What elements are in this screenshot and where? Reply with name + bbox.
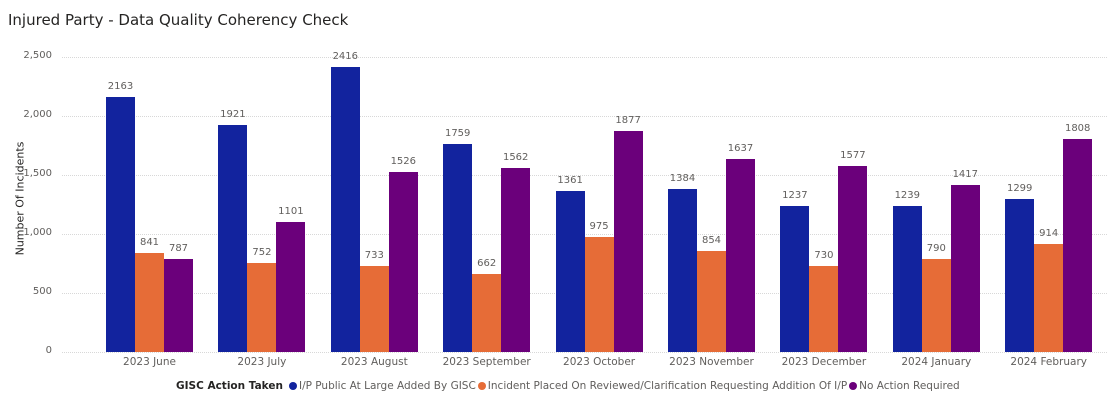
bar[interactable] [950, 184, 980, 352]
y-tick-label: 2,000 [23, 109, 52, 120]
y-tick-label: 0 [45, 345, 52, 356]
x-tick-label: 2023 November [669, 356, 754, 368]
y-tick-label: 1,000 [23, 227, 52, 238]
bar[interactable] [106, 96, 135, 352]
data-label: 975 [589, 220, 609, 232]
data-label: 733 [364, 249, 384, 261]
gridline [62, 57, 1107, 58]
gridline [62, 116, 1107, 117]
data-label: 1237 [782, 190, 808, 202]
x-tick-label: 2024 January [901, 356, 972, 368]
bar[interactable] [164, 259, 193, 352]
data-label: 790 [926, 242, 946, 254]
legend-item-incident-reviewed[interactable]: Incident Placed On Reviewed/Clarificatio… [477, 380, 848, 392]
y-tick-label: 500 [32, 286, 52, 297]
bar[interactable] [838, 165, 868, 352]
data-label: 787 [168, 243, 189, 255]
data-label: 730 [814, 249, 834, 261]
data-label: 914 [1039, 228, 1059, 240]
x-tick-label: 2023 August [340, 356, 408, 368]
data-label: 1384 [669, 172, 696, 184]
gridline [62, 175, 1107, 176]
data-label: 1299 [1006, 182, 1033, 194]
bar[interactable] [726, 158, 755, 352]
legend-item-no-action[interactable]: No Action Required [849, 380, 960, 392]
data-label: 662 [477, 257, 497, 269]
data-label: 1526 [390, 155, 417, 167]
legend-dot-icon [288, 382, 297, 390]
y-tick-label: 1,500 [23, 168, 52, 179]
data-label: 1759 [444, 128, 471, 140]
bar[interactable] [472, 273, 502, 352]
data-label: 1637 [727, 142, 754, 154]
y-tick-label: 2,500 [23, 50, 52, 61]
legend-label: No Action Required [859, 380, 960, 392]
bar[interactable] [809, 265, 839, 352]
data-label: 854 [701, 235, 722, 247]
data-label: 1239 [894, 189, 921, 201]
bar[interactable] [330, 66, 360, 352]
bar[interactable] [501, 167, 531, 352]
data-label: 1361 [557, 175, 583, 187]
data-label: 1577 [840, 149, 866, 161]
data-label: 841 [139, 236, 160, 248]
data-label: 1417 [952, 168, 979, 180]
bar[interactable] [1005, 198, 1035, 352]
bar[interactable] [276, 222, 306, 352]
x-tick-label: 2023 October [563, 356, 636, 368]
x-tick-label: 2024 February [1010, 356, 1087, 368]
bar[interactable] [443, 144, 473, 352]
data-label: 1921 [220, 109, 246, 121]
x-tick-label: 2023 September [442, 356, 531, 368]
chart-title: Injured Party - Data Quality Coherency C… [8, 11, 349, 29]
bar[interactable] [921, 258, 951, 352]
bar[interactable] [359, 265, 389, 352]
bar[interactable] [135, 252, 164, 352]
bar[interactable] [1034, 244, 1064, 352]
data-label: 752 [252, 247, 272, 259]
data-label: 2416 [332, 50, 359, 62]
bar[interactable] [613, 130, 643, 352]
legend-dot-icon [849, 382, 858, 390]
bar[interactable] [1063, 138, 1093, 352]
bar[interactable] [584, 236, 614, 352]
bar[interactable] [218, 125, 248, 352]
data-label: 1562 [502, 151, 529, 163]
bar[interactable] [668, 188, 697, 352]
bar[interactable] [780, 206, 810, 352]
bar[interactable] [388, 171, 418, 352]
data-label: 2163 [107, 80, 134, 92]
legend: GISC Action Taken I/P Public At Large Ad… [176, 380, 962, 392]
x-tick-label: 2023 June [123, 356, 176, 368]
legend-label: I/P Public At Large Added By GISC [298, 380, 476, 392]
legend-item-ip-public[interactable]: I/P Public At Large Added By GISC [288, 380, 476, 392]
bar[interactable] [892, 205, 922, 352]
bar[interactable] [247, 263, 277, 352]
legend-label: Incident Placed On Reviewed/Clarificatio… [487, 380, 848, 392]
legend-title: GISC Action Taken [176, 380, 283, 392]
data-label: 1101 [278, 206, 304, 218]
legend-dot-icon [477, 382, 486, 390]
data-label: 1877 [615, 114, 641, 126]
bar[interactable] [697, 251, 726, 352]
gridline [62, 352, 1107, 353]
x-tick-label: 2023 December [781, 356, 867, 368]
bar[interactable] [555, 191, 585, 352]
data-label: 1808 [1064, 122, 1091, 134]
x-tick-label: 2023 July [237, 356, 287, 368]
